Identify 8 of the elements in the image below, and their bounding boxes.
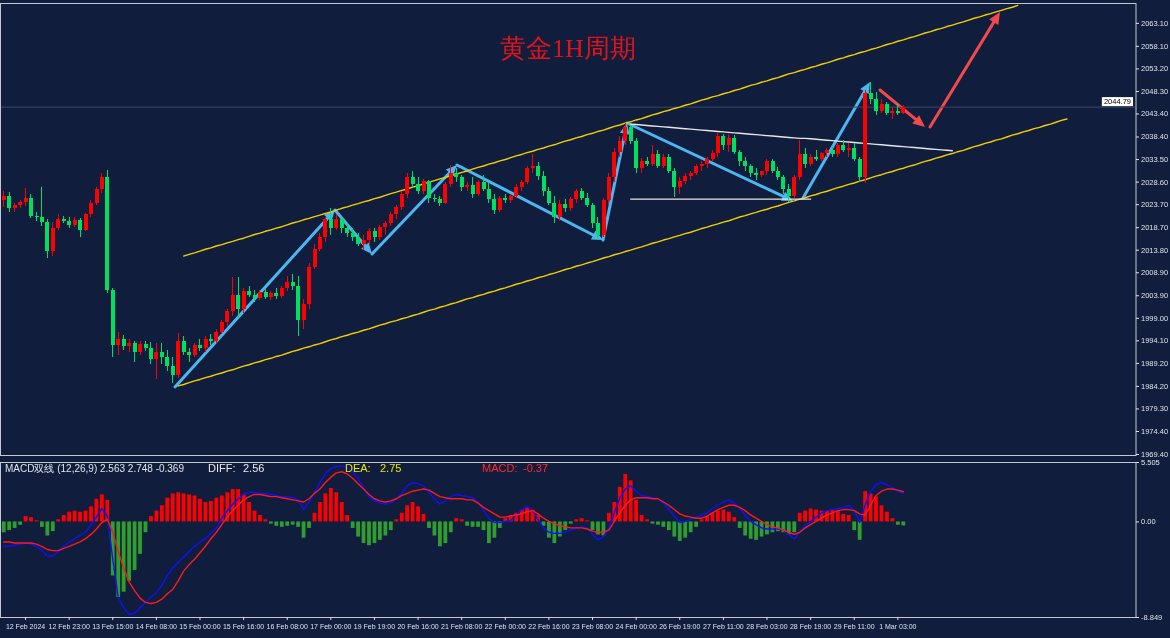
annotation: -0.37 bbox=[523, 462, 549, 474]
chart-title: MACD双线 (12,26,9) 2.563 2.748 -0.369 bbox=[5, 463, 185, 474]
annotation: 2.56 bbox=[243, 462, 265, 474]
annotation: DEA: bbox=[345, 462, 371, 474]
annotation: MACD: bbox=[482, 462, 518, 474]
annotation: 2.75 bbox=[380, 462, 402, 474]
text: 黄金1H周期 bbox=[500, 34, 636, 63]
annotation: DIFF: bbox=[208, 462, 236, 474]
